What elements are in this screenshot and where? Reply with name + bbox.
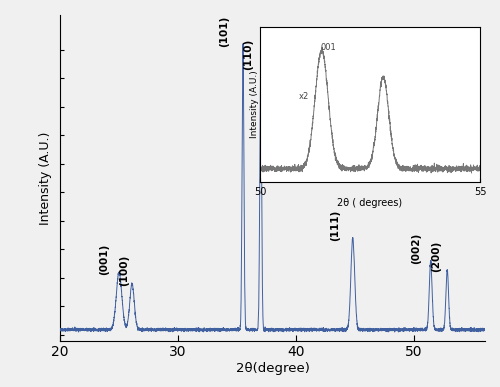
X-axis label: 2θ ( degrees): 2θ ( degrees) bbox=[338, 198, 402, 208]
Text: 001: 001 bbox=[320, 43, 336, 52]
Text: (111): (111) bbox=[330, 209, 340, 241]
Y-axis label: Intensity (A.U.): Intensity (A.U.) bbox=[40, 131, 52, 225]
Text: x2: x2 bbox=[299, 92, 309, 101]
Text: (100): (100) bbox=[118, 255, 128, 286]
Text: (001): (001) bbox=[98, 244, 108, 275]
X-axis label: 2θ(degree): 2θ(degree) bbox=[236, 362, 310, 375]
Text: (101): (101) bbox=[219, 15, 229, 47]
Text: (110): (110) bbox=[242, 38, 252, 70]
Text: (200): (200) bbox=[432, 241, 442, 272]
Y-axis label: Intensity (A.U.): Intensity (A.U.) bbox=[250, 70, 258, 139]
Text: (002): (002) bbox=[412, 232, 422, 264]
